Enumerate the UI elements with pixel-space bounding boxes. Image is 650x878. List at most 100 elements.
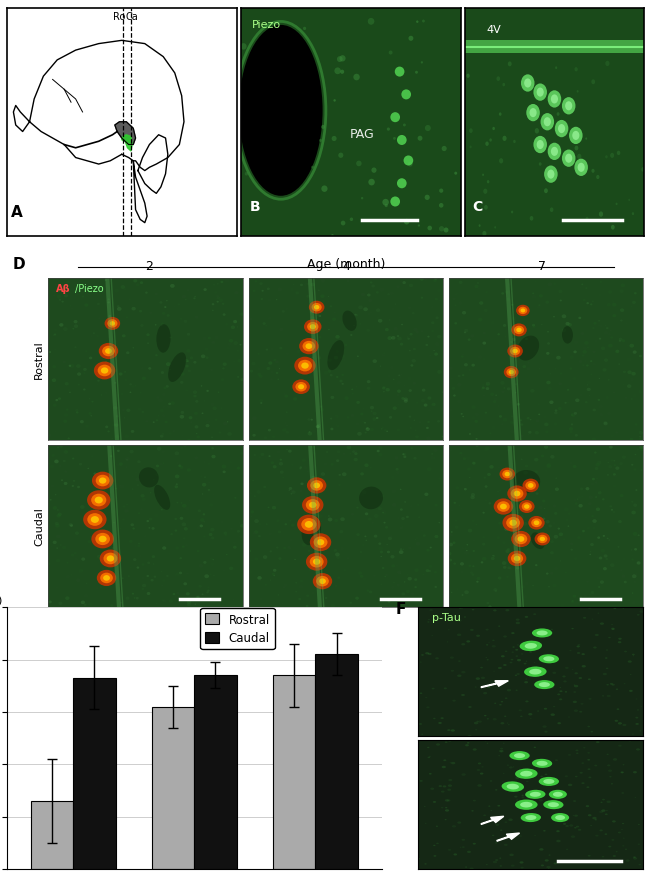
- Circle shape: [194, 413, 198, 415]
- Circle shape: [105, 362, 107, 363]
- Circle shape: [259, 579, 261, 581]
- Circle shape: [195, 316, 198, 320]
- Circle shape: [610, 337, 613, 339]
- Circle shape: [208, 464, 210, 465]
- Circle shape: [105, 426, 109, 428]
- Circle shape: [511, 506, 514, 508]
- Circle shape: [481, 562, 484, 564]
- Circle shape: [188, 417, 192, 420]
- Circle shape: [120, 602, 122, 604]
- Circle shape: [544, 166, 558, 184]
- Circle shape: [460, 563, 464, 566]
- Circle shape: [55, 284, 58, 287]
- Circle shape: [419, 723, 422, 725]
- Circle shape: [335, 335, 340, 339]
- Circle shape: [228, 414, 231, 416]
- Circle shape: [506, 576, 509, 578]
- Circle shape: [307, 419, 311, 421]
- Circle shape: [361, 494, 364, 497]
- Circle shape: [476, 635, 480, 637]
- Circle shape: [482, 342, 486, 345]
- Circle shape: [234, 321, 237, 324]
- Circle shape: [271, 371, 274, 374]
- Ellipse shape: [343, 311, 357, 332]
- Circle shape: [129, 392, 131, 393]
- Circle shape: [290, 446, 294, 449]
- Circle shape: [233, 342, 238, 346]
- Circle shape: [625, 849, 627, 850]
- Circle shape: [284, 394, 286, 395]
- Circle shape: [460, 455, 463, 457]
- Circle shape: [328, 371, 332, 373]
- Circle shape: [554, 412, 558, 414]
- Text: (%): (%): [0, 594, 3, 605]
- Circle shape: [132, 436, 133, 438]
- Circle shape: [70, 525, 73, 527]
- Circle shape: [599, 830, 603, 831]
- Text: /Piezo: /Piezo: [75, 284, 104, 293]
- Circle shape: [502, 137, 506, 141]
- Circle shape: [281, 311, 285, 313]
- Circle shape: [234, 291, 239, 295]
- Circle shape: [523, 479, 539, 493]
- Circle shape: [297, 327, 299, 328]
- Ellipse shape: [328, 341, 344, 371]
- Circle shape: [473, 551, 475, 552]
- Circle shape: [542, 518, 545, 521]
- Circle shape: [302, 381, 303, 383]
- Circle shape: [85, 384, 87, 385]
- Circle shape: [495, 505, 499, 507]
- Circle shape: [404, 156, 413, 166]
- Circle shape: [623, 559, 625, 560]
- Circle shape: [553, 706, 555, 708]
- Circle shape: [437, 290, 441, 293]
- Circle shape: [523, 557, 524, 558]
- Circle shape: [486, 864, 488, 865]
- Circle shape: [271, 462, 274, 464]
- Circle shape: [294, 559, 296, 560]
- Circle shape: [597, 536, 600, 539]
- Circle shape: [511, 305, 514, 306]
- Circle shape: [73, 480, 75, 482]
- Circle shape: [636, 748, 640, 751]
- Circle shape: [216, 297, 220, 300]
- Circle shape: [72, 458, 74, 460]
- Circle shape: [229, 567, 233, 571]
- Circle shape: [314, 394, 318, 398]
- Circle shape: [488, 806, 490, 807]
- Circle shape: [382, 354, 386, 357]
- Circle shape: [317, 539, 324, 546]
- Circle shape: [579, 361, 582, 363]
- Circle shape: [55, 386, 57, 387]
- Circle shape: [107, 320, 118, 328]
- Circle shape: [573, 800, 576, 802]
- Circle shape: [223, 570, 225, 572]
- Circle shape: [125, 459, 128, 461]
- Circle shape: [110, 456, 112, 457]
- Circle shape: [253, 532, 255, 535]
- Circle shape: [311, 167, 314, 169]
- Circle shape: [170, 534, 173, 536]
- Circle shape: [131, 523, 134, 527]
- Circle shape: [612, 304, 617, 307]
- Circle shape: [320, 406, 322, 408]
- Circle shape: [341, 548, 344, 551]
- Circle shape: [484, 715, 486, 716]
- Circle shape: [164, 387, 166, 390]
- Circle shape: [509, 363, 511, 365]
- Circle shape: [202, 507, 204, 509]
- Circle shape: [117, 486, 120, 490]
- Circle shape: [475, 444, 479, 447]
- Circle shape: [63, 362, 66, 363]
- Circle shape: [596, 557, 599, 558]
- Circle shape: [524, 663, 526, 665]
- Circle shape: [282, 478, 284, 479]
- Circle shape: [519, 307, 527, 315]
- Circle shape: [146, 421, 148, 423]
- Circle shape: [59, 300, 61, 301]
- Circle shape: [344, 397, 348, 400]
- Circle shape: [568, 754, 571, 756]
- Circle shape: [58, 398, 61, 400]
- Circle shape: [261, 453, 265, 457]
- Circle shape: [101, 325, 106, 328]
